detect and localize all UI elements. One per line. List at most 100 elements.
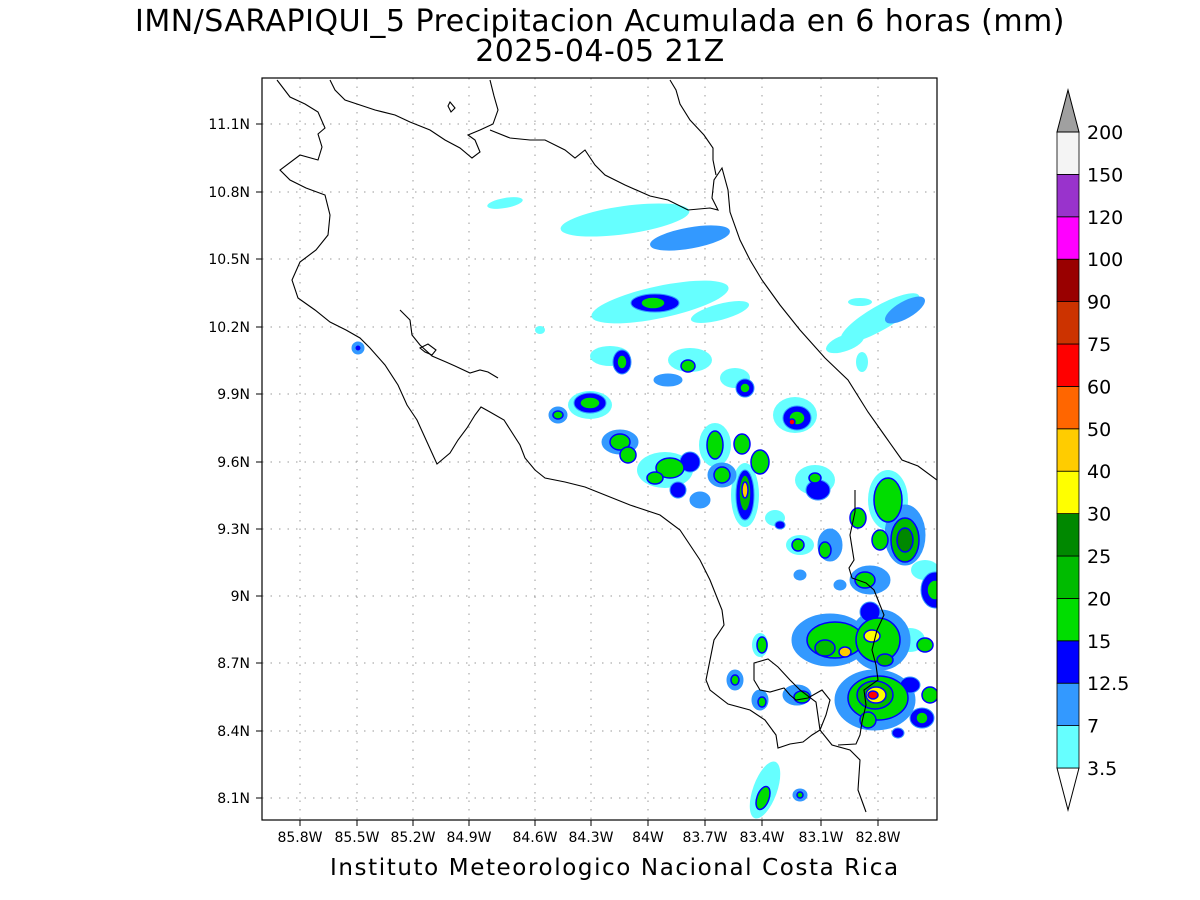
lon-label: 85.2W [390,830,435,846]
rain-cell [616,354,628,370]
map-subtitle: 2025-04-05 21Z [475,34,725,69]
rain-cell [706,430,724,460]
lat-label: 11.1N [208,117,250,133]
rain-cell [552,410,564,420]
rain-cell [833,579,847,591]
lat-label: 9.3N [217,522,250,538]
rain-cell [871,529,889,551]
colorbar-swatch [1056,682,1080,727]
colorbar-label: 40 [1087,461,1111,483]
lon-label: 83.7W [682,830,727,846]
lon-label: 84.6W [512,830,557,846]
lat-label: 10.5N [208,252,250,268]
lon-label: 83.1W [798,830,843,846]
rain-cell [806,621,864,659]
rain-cell [826,332,864,354]
lat-label: 9.6N [217,455,250,471]
colorbar-legend: 3.5 7 12.5 15 20 25 30 40 50 60 75 90 100 120 150 200 [1056,88,1129,812]
colorbar-low-arrow [1056,767,1080,812]
rain-cell [796,791,804,799]
rain-cell [814,639,836,657]
rain-cell [876,653,894,667]
lon-label: 85.5W [334,830,379,846]
colorbar-label: 50 [1087,419,1111,441]
lon-label: 85.8W [277,830,322,846]
lon-label: 84.3W [568,830,613,846]
rain-cell [560,203,690,237]
colorbar-label: 15 [1087,631,1111,653]
rain-cell [793,569,807,581]
footer-credit: Instituto Meteorologico Nacional Costa R… [330,855,900,881]
rain-cell [680,359,696,373]
colorbar-swatch [1056,640,1080,684]
rain-cell [650,225,730,251]
rain-cell [818,541,832,559]
rain-cell [669,481,687,499]
colorbar-label: 120 [1087,207,1123,229]
rain-cell [690,301,750,323]
lat-label: 9N [231,589,250,605]
rain-cell [916,637,934,653]
rain-cell [609,433,631,451]
rain-cell [535,326,545,334]
colorbar-swatch [1056,725,1080,769]
rain-cell [854,571,876,589]
rain-cell [755,785,771,811]
lat-label: 10.8N [208,185,250,201]
rain-cell [856,352,868,372]
rain-cell [750,449,770,475]
rain-cell [791,538,805,552]
rain-cell [757,696,767,708]
rain-cell [733,433,751,455]
rain-cell [689,491,711,509]
rain-cell [655,457,685,479]
rain-cell [756,636,768,654]
latitude-labels: 11.1N 10.8N 10.5N 10.2N 9.9N 9.6N 9.3N 9… [208,117,250,807]
colorbar-swatch [1056,173,1080,218]
colorbar-swatch [1056,131,1080,175]
lat-label: 10.2N [208,320,250,336]
rain-cell [873,477,903,523]
colorbar-label: 7 [1087,716,1099,738]
rain-cell [793,690,811,704]
lon-label: 83.4W [739,830,784,846]
axis-ticks [256,123,879,826]
colorbar-high-arrow [1056,88,1080,133]
rain-cell [838,646,852,658]
rain-cell [653,373,683,387]
rain-cell [788,418,796,426]
map-frame [261,77,938,821]
colorbar-label: 30 [1087,504,1111,526]
rain-cell [739,382,751,394]
colorbar-swatch [1056,470,1080,515]
colorbar-swatch [1056,216,1080,260]
colorbar-label: 90 [1087,292,1111,314]
lon-label: 84W [632,830,664,846]
rain-cell [487,197,523,209]
lat-label: 8.1N [217,791,250,807]
rain-cell [848,298,872,306]
rain-cell [646,471,664,485]
colorbar-swatch [1056,385,1080,430]
rain-cell [896,527,914,553]
map-title: IMN/SARAPIQUI_5 Precipitacion Acumulada … [135,4,1065,39]
colorbar-label: 12.5 [1087,673,1129,695]
rain-cell [619,446,637,464]
rain-cell [640,296,666,310]
colorbar-label: 200 [1087,122,1123,144]
colorbar-label: 25 [1087,546,1111,568]
colorbar-label: 100 [1087,249,1123,271]
lat-label: 9.9N [217,387,250,403]
coastline-borders [276,79,937,813]
rain-cell [741,481,749,499]
rain-cell [579,396,601,410]
rain-cell [713,466,731,484]
rain-cell [863,629,881,643]
colorbar-label: 150 [1087,164,1123,186]
colorbar-label: 20 [1087,588,1111,610]
lat-label: 8.7N [217,656,250,672]
colorbar-label: 75 [1087,334,1111,356]
lat-label: 8.4N [217,724,250,740]
map-plot-area [262,78,937,820]
colorbar-swatch [1056,301,1080,345]
